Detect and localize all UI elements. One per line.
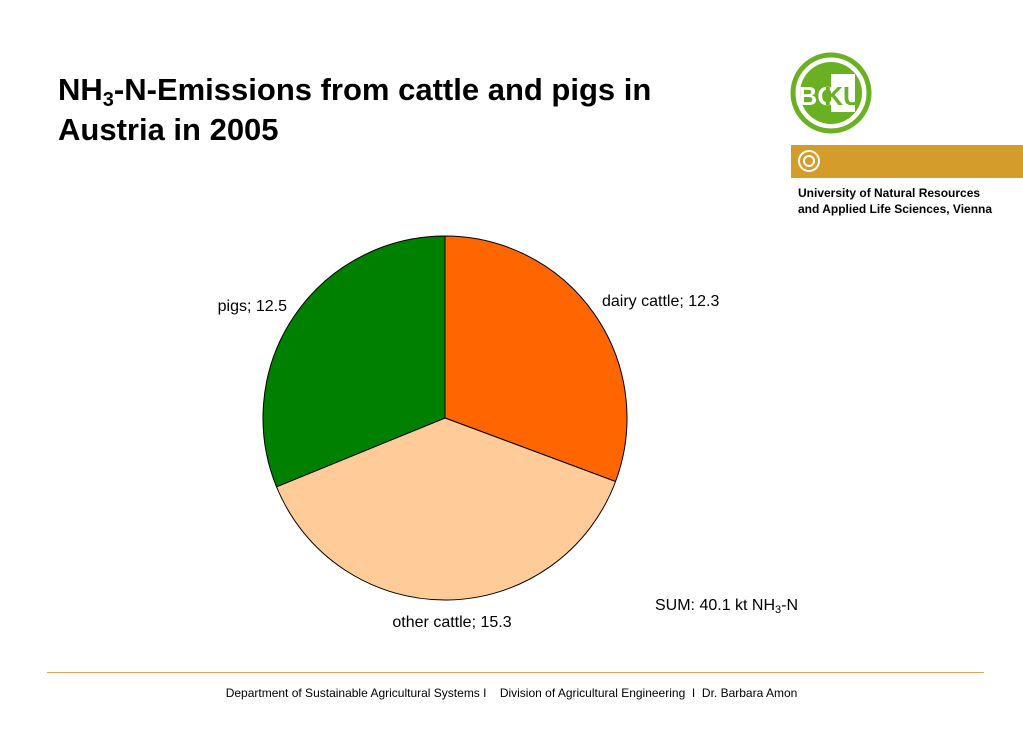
slice-label-pigs: pigs; 12.5 <box>218 298 287 315</box>
university-line2: and Applied Life Sciences, Vienna <box>798 202 993 216</box>
footer-text: Department of Sustainable Agricultural S… <box>225 686 798 700</box>
sum-prefix: SUM: 40.1 kt NH <box>655 597 776 614</box>
title-subscript: 3 <box>102 89 114 111</box>
title-prefix: NH <box>58 72 103 107</box>
pie-slice-dairy-cattle <box>444 235 628 483</box>
boku-logo: BO KU <box>790 52 872 134</box>
footer-divider <box>47 672 984 673</box>
sum-suffix: -N <box>781 597 799 614</box>
logo-text-left: BO <box>799 81 838 111</box>
university-line1: University of Natural Resources <box>798 186 981 200</box>
pie-slice-other-cattle <box>275 417 617 601</box>
university-name: University of Natural Resources and Appl… <box>798 185 1020 217</box>
sum-subscript: 3 <box>775 604 782 616</box>
logo-text-right: KU <box>824 81 862 111</box>
sum-label: SUM: 40.1 kt NH3-N <box>655 597 799 616</box>
slice-label-dairy-cattle: dairy cattle; 12.3 <box>602 293 720 310</box>
slice-label-other-cattle: other cattle; 15.3 <box>392 614 511 631</box>
title-line2: Austria in 2005 <box>58 112 279 147</box>
pie-slice-pigs <box>262 235 446 488</box>
title-line1-rest: -N-Emissions from cattle and pigs in <box>113 72 652 107</box>
slide-title: NH3-N-Emissions from cattle and pigs in A… <box>58 70 758 150</box>
logo-band <box>791 145 1023 178</box>
swirl-icon <box>798 150 820 172</box>
